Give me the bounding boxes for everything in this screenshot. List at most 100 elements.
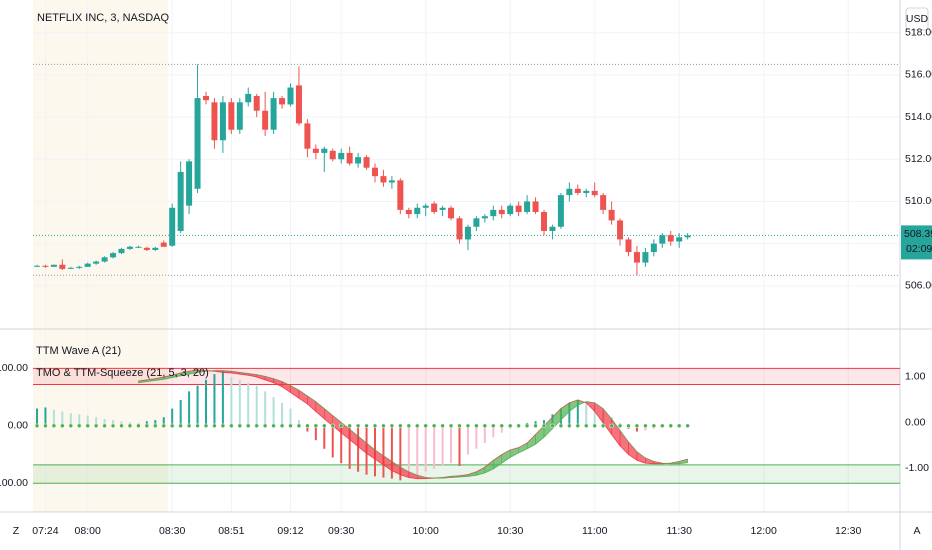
histogram-bar bbox=[264, 391, 267, 426]
candle-body bbox=[473, 218, 480, 227]
x-tick-label: 08:30 bbox=[159, 525, 185, 537]
squeeze-dot bbox=[440, 423, 445, 429]
squeeze-dot bbox=[524, 423, 530, 429]
candle-body bbox=[177, 171, 184, 231]
histogram-bar bbox=[331, 425, 334, 458]
squeeze-dot bbox=[322, 423, 327, 429]
candle-body bbox=[625, 239, 632, 253]
squeeze-dot bbox=[634, 423, 640, 429]
x-tick-label: 11:00 bbox=[582, 525, 608, 537]
histogram-bar bbox=[585, 401, 588, 426]
histogram-bar bbox=[635, 425, 638, 432]
squeeze-dot bbox=[195, 423, 200, 429]
currency[interactable]: USD bbox=[906, 13, 929, 25]
histogram-bar bbox=[357, 425, 360, 472]
squeeze-dot bbox=[246, 423, 251, 429]
x-tick-label: 08:51 bbox=[218, 525, 244, 537]
candle-body bbox=[667, 235, 674, 242]
squeeze-dot bbox=[364, 423, 369, 429]
histogram-bar bbox=[407, 425, 410, 478]
squeeze-dot bbox=[229, 423, 234, 429]
histogram-bar bbox=[340, 425, 343, 464]
candle-body bbox=[262, 110, 269, 130]
x-tick-label: 10:30 bbox=[497, 525, 523, 537]
candle-body bbox=[253, 95, 260, 111]
histogram-bar bbox=[238, 379, 241, 426]
candle-body bbox=[574, 188, 581, 194]
candle-body bbox=[101, 257, 108, 262]
candle-body bbox=[312, 148, 319, 153]
histogram-bar bbox=[433, 425, 436, 469]
squeeze-dot bbox=[203, 423, 209, 429]
y2-tick-label: -1.00 bbox=[905, 462, 929, 474]
y-tick-label: 0.00 bbox=[8, 420, 29, 432]
squeeze-dot bbox=[415, 423, 420, 429]
candle-body bbox=[228, 102, 235, 130]
histogram-bar bbox=[593, 405, 596, 426]
candle-body bbox=[498, 209, 505, 215]
candle-body bbox=[295, 85, 302, 124]
squeeze-dot bbox=[457, 423, 462, 429]
squeeze-dot bbox=[220, 423, 226, 429]
signal-line bbox=[138, 370, 688, 479]
squeeze-dot bbox=[406, 423, 412, 429]
main-line bbox=[138, 369, 688, 480]
squeeze-dot bbox=[296, 423, 302, 429]
x-tick-label: 10:00 bbox=[413, 525, 439, 537]
squeeze-dot bbox=[558, 423, 564, 429]
histogram-bar bbox=[466, 425, 469, 455]
histogram-bar bbox=[95, 417, 98, 426]
candle-body bbox=[346, 152, 353, 164]
y-tick-label: 506.00 bbox=[905, 280, 932, 292]
candle-body bbox=[186, 161, 193, 206]
candle-body bbox=[363, 157, 370, 168]
candle-body bbox=[388, 180, 395, 183]
control-button[interactable]: Z bbox=[13, 525, 20, 537]
squeeze-dot bbox=[271, 423, 276, 429]
candle-body bbox=[42, 265, 49, 267]
candle-body bbox=[481, 216, 488, 219]
candle-body bbox=[464, 226, 471, 240]
squeeze-dot bbox=[372, 423, 378, 429]
histogram-bar bbox=[297, 420, 300, 426]
squeeze-dot bbox=[77, 423, 82, 429]
histogram-bar bbox=[154, 420, 157, 426]
squeeze-dot bbox=[541, 423, 547, 429]
squeeze-dot bbox=[676, 423, 682, 429]
control-button[interactable]: A bbox=[913, 525, 920, 537]
candle-body bbox=[304, 123, 311, 149]
squeeze-dot bbox=[592, 423, 597, 429]
candle-body bbox=[135, 246, 142, 248]
histogram-bar bbox=[196, 385, 199, 426]
candle-body bbox=[507, 205, 514, 215]
squeeze-dot bbox=[516, 423, 521, 429]
squeeze-dot bbox=[51, 423, 57, 429]
squeeze-dot bbox=[609, 423, 614, 429]
candle-body bbox=[448, 207, 455, 219]
candle-body bbox=[633, 252, 640, 263]
candle-body bbox=[659, 235, 666, 244]
histogram-bar bbox=[213, 374, 216, 426]
currency-button[interactable] bbox=[905, 7, 929, 31]
candle-body bbox=[524, 201, 531, 212]
candle-body bbox=[126, 246, 133, 249]
y-tick-label: 512.00 bbox=[905, 153, 932, 165]
countdown: 02:09 bbox=[906, 243, 932, 255]
candle-body bbox=[143, 247, 150, 250]
histogram-bar bbox=[441, 425, 444, 467]
squeeze-dot bbox=[398, 423, 403, 429]
squeeze-dot bbox=[279, 423, 285, 429]
candle-body bbox=[245, 93, 252, 103]
histogram-bar bbox=[230, 376, 233, 426]
squeeze-dot bbox=[600, 423, 606, 429]
squeeze-dot bbox=[448, 423, 454, 429]
candle-body bbox=[219, 102, 226, 141]
squeeze-dot bbox=[144, 423, 150, 429]
y-tick-label: 516.00 bbox=[905, 69, 932, 81]
candle-body bbox=[76, 266, 83, 268]
squeeze-dot bbox=[237, 423, 243, 429]
x-tick-label: 09:12 bbox=[277, 525, 303, 537]
candle-body bbox=[608, 209, 615, 221]
candle-body bbox=[431, 203, 438, 212]
